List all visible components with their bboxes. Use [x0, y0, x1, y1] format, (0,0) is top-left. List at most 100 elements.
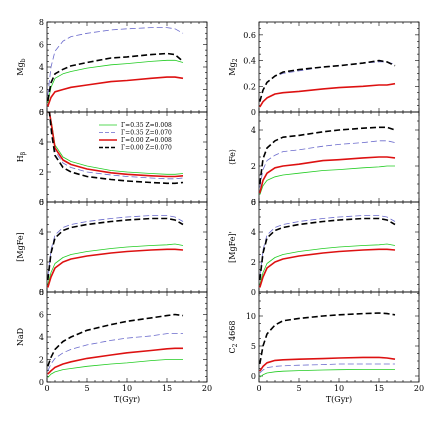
series-line-g000_z070 [259, 217, 396, 281]
y-tick-label: 0.4 [243, 57, 256, 66]
y-tick-label: 0.6 [243, 31, 256, 40]
y-tick-label: 2 [39, 356, 44, 365]
series-line-g000_z070 [47, 313, 184, 367]
panel-left-1: 0 2 4 6 8 Mgb [16, 18, 208, 117]
y-axis-label: Mgb [16, 58, 27, 75]
series-line-g000_z008 [47, 76, 184, 107]
legend-label-g000_z008: Γ=0.00 Z=0.008 [121, 137, 172, 144]
panel-frame [258, 21, 420, 113]
y-tick-label: 2 [39, 168, 44, 177]
y-tick-label: 0 [251, 372, 256, 381]
y-tick-label: 6 [39, 198, 44, 207]
series-line-g035_z070 [259, 140, 396, 188]
series-line-g035_z070 [259, 215, 396, 278]
x-tick-label: 10 [122, 384, 132, 393]
series-line-g000_z070 [259, 59, 396, 102]
x-tick-label: 5 [296, 384, 301, 393]
series-line-g035_z008 [259, 83, 396, 108]
x-tick-label: 0 [44, 384, 49, 393]
y-tick-label: 4 [39, 333, 44, 342]
x-tick-label: 5 [84, 384, 89, 393]
y-tick-label: 4 [39, 228, 44, 237]
y-tick-label: 2 [39, 258, 44, 267]
legend-label-g000_z070: Γ=0.00 Z=0.070 [121, 145, 172, 152]
series-line-g035_z008 [259, 243, 396, 285]
y-tick-label: 10 [246, 312, 256, 321]
panel-right-4: 0 5 10 15 20 0 5 10 C2 4668 T(Gyr) [228, 291, 424, 404]
series-line-g035_z070 [47, 27, 184, 96]
y-tick-label: 4 [39, 138, 44, 147]
series-line-g000_z008 [47, 347, 183, 375]
series-line-g000_z070 [47, 52, 184, 101]
series-line-g035_z070 [259, 61, 396, 102]
x-axis-label: T(Gyr) [326, 395, 352, 404]
y-tick-label: 2 [39, 86, 44, 95]
y-axis-label: Hβ [16, 151, 27, 162]
x-tick-label: 15 [374, 384, 384, 393]
y-axis-label: [MgFe]' [228, 231, 237, 263]
legend-label-g035_z008: Γ=0.35 Z=0.008 [121, 122, 172, 129]
series-line-g000_z008 [259, 356, 396, 372]
x-tick-label: 20 [202, 384, 212, 393]
series-line-g000_z008 [259, 156, 396, 194]
series-line-g000_z070 [259, 312, 396, 365]
y-axis-label: NaD [16, 328, 25, 346]
panel-frame [258, 291, 420, 383]
y-axis-label: Mg2 [228, 58, 239, 75]
series-line-g035_z008 [47, 359, 183, 378]
y-tick-label: 2 [251, 162, 256, 171]
series-line-g035_z008 [259, 165, 395, 195]
x-tick-label: 0 [256, 384, 261, 393]
panel-right-2: 0 2 4 ⟨Fe⟩ [228, 111, 420, 207]
series-line-g035_z070 [47, 215, 184, 278]
series-line-g035_z070 [259, 363, 395, 374]
y-tick-label: 6 [39, 41, 44, 50]
panel-left-4: 0 5 10 15 20 0 2 4 6 8 NaD T(Gyr) [16, 288, 212, 404]
y-tick-label: 4 [39, 63, 44, 72]
y-tick-label: 2 [251, 258, 256, 267]
y-tick-label: 0 [251, 108, 256, 117]
y-axis-label: C2 4668 [228, 321, 239, 354]
x-axis-label: T(Gyr) [114, 395, 140, 404]
series-line-g000_z008 [47, 248, 184, 288]
y-tick-label: 6 [39, 311, 44, 320]
series-line-g035_z070 [47, 333, 183, 371]
y-tick-label: 4 [251, 126, 256, 135]
x-tick-label: 20 [414, 384, 424, 393]
x-tick-label: 10 [334, 384, 344, 393]
series-line-g035_z008 [47, 59, 184, 104]
y-tick-label: 0 [39, 288, 44, 297]
series-line-g000_z008 [259, 248, 396, 288]
y-tick-label: 8 [39, 18, 44, 27]
panel-frame [46, 21, 208, 113]
series-line-g000_z070 [47, 112, 184, 185]
series-line-g000_z008 [259, 82, 396, 108]
panel-right-3: 0 2 4 6 [MgFe]' [228, 198, 420, 297]
series-line-g035_z008 [259, 368, 395, 378]
y-tick-label: 6 [39, 108, 44, 117]
y-axis-label: [MgFe] [16, 232, 25, 261]
y-tick-label: 8 [39, 288, 44, 297]
series-line-g035_z008 [47, 243, 184, 285]
panel-right-1: 0 0.2 0.4 0.6 Mg2 [228, 21, 420, 117]
y-tick-label: 4 [251, 228, 256, 237]
series-line-g000_z070 [259, 126, 396, 185]
y-axis-label: ⟨Fe⟩ [228, 149, 237, 165]
panel-frame [258, 111, 420, 203]
y-tick-label: 0 [39, 378, 44, 387]
series-line-g000_z070 [47, 217, 184, 281]
y-tick-label: 6 [251, 198, 256, 207]
legend-label-g035_z070: Γ=0.35 Z=0.070 [121, 130, 172, 137]
panel-left-3: 0 2 4 6 [MgFe] [16, 198, 208, 297]
y-tick-label: 0 [251, 288, 256, 297]
y-tick-label: 0 [251, 198, 256, 207]
y-tick-label: 0.2 [243, 82, 256, 91]
y-tick-label: 0 [39, 108, 44, 117]
y-tick-label: 0 [39, 198, 44, 207]
y-tick-label: 5 [251, 342, 256, 351]
x-tick-label: 15 [162, 384, 172, 393]
series-line-g000_z008 [47, 112, 184, 178]
